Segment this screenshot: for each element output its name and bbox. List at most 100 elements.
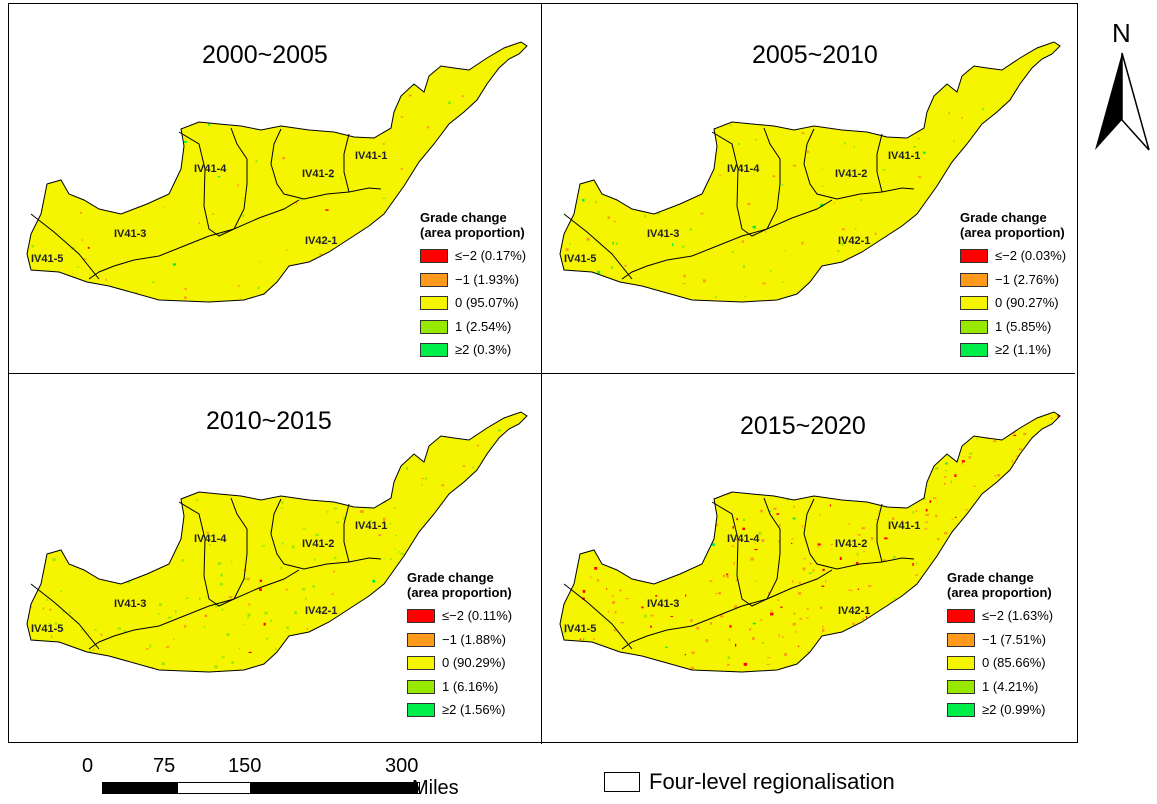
change-pixel (333, 570, 335, 573)
change-pixel (975, 207, 979, 209)
change-pixel (925, 454, 930, 458)
change-pixel (350, 659, 354, 662)
change-pixel (184, 296, 187, 299)
regionalisation-label: Four-level regionalisation (649, 769, 895, 794)
change-pixel (37, 49, 40, 52)
change-pixel (81, 629, 83, 632)
change-pixel (910, 90, 912, 93)
legend-item: 0 (95.07%) (420, 293, 560, 317)
change-pixel (107, 417, 110, 420)
change-pixel (615, 138, 618, 141)
change-pixel (1045, 442, 1049, 445)
change-pixel (880, 445, 883, 447)
change-pixel (821, 84, 825, 87)
change-pixel (259, 261, 261, 263)
region-label: IV41-4 (194, 163, 227, 175)
legend-item: 1 (6.16%) (407, 677, 547, 701)
change-pixel (255, 159, 258, 163)
change-pixel (124, 90, 126, 92)
change-pixel (906, 150, 908, 154)
change-pixel (565, 248, 569, 252)
legend-swatch (407, 703, 435, 717)
change-pixel (741, 240, 745, 243)
change-pixel (360, 510, 364, 513)
region-boundary (178, 497, 248, 607)
change-pixel (223, 468, 227, 471)
change-pixel (220, 573, 223, 577)
change-pixel (867, 640, 870, 644)
change-pixel (609, 487, 612, 491)
change-pixel (675, 545, 677, 548)
change-pixel (462, 465, 466, 467)
legend-subtitle: (area proportion) (407, 585, 512, 600)
change-pixel (132, 162, 135, 165)
change-pixel (909, 608, 911, 611)
change-pixel (971, 174, 973, 177)
change-pixel (518, 465, 521, 469)
change-pixel (944, 476, 947, 478)
region-label: IV42-1 (305, 235, 337, 247)
change-pixel (935, 514, 938, 518)
change-pixel (759, 619, 763, 621)
scale-tick-0: 0 (82, 755, 94, 777)
change-pixel (840, 242, 844, 246)
change-pixel (40, 479, 44, 481)
change-pixel (80, 211, 82, 214)
change-pixel (247, 613, 251, 617)
change-pixel (770, 612, 774, 616)
change-pixel (1050, 417, 1053, 419)
change-pixel (641, 507, 643, 509)
change-pixel (159, 496, 162, 498)
change-pixel (772, 477, 775, 481)
change-pixel (874, 232, 877, 235)
change-pixel (882, 169, 886, 171)
legend-swatch (960, 249, 988, 263)
change-pixel (331, 64, 334, 67)
change-pixel (820, 203, 824, 207)
change-pixel (915, 562, 918, 565)
change-pixel (923, 247, 927, 249)
change-pixel (822, 625, 824, 628)
change-pixel (626, 125, 630, 127)
change-pixel (693, 414, 695, 417)
change-pixel (877, 640, 881, 643)
change-pixel (735, 579, 738, 582)
scale-tick-150: 150 (228, 755, 262, 777)
change-pixel (654, 102, 658, 106)
change-pixel (729, 625, 732, 628)
region-boundary (563, 213, 633, 280)
change-pixel (613, 475, 615, 478)
change-pixel (77, 528, 80, 531)
change-pixel (462, 136, 466, 138)
region-label: IV41-1 (888, 520, 920, 532)
change-pixel (610, 461, 613, 464)
change-pixel (31, 245, 34, 248)
change-pixel (204, 614, 208, 618)
change-pixel (631, 446, 635, 449)
change-pixel (761, 641, 765, 644)
change-pixel (343, 516, 346, 520)
change-pixel (359, 133, 363, 135)
change-pixel (702, 279, 706, 283)
change-pixel (618, 494, 622, 497)
change-pixel (986, 186, 989, 188)
change-pixel (397, 551, 400, 553)
change-pixel (689, 525, 693, 528)
legend-title: Grade change (420, 210, 507, 225)
legend-swatch (947, 679, 975, 694)
region-boundary (270, 498, 382, 570)
change-pixel (960, 532, 963, 535)
change-pixel (408, 94, 412, 97)
legend-label: ≤−2 (0.03%) (995, 248, 1067, 263)
change-pixel (1018, 509, 1022, 512)
change-pixel (884, 631, 888, 635)
change-pixel (94, 192, 96, 196)
change-pixel (965, 509, 968, 511)
change-pixel (1035, 545, 1038, 548)
region-label: IV41-5 (31, 623, 63, 635)
change-pixel (837, 249, 840, 253)
change-pixel (617, 673, 620, 675)
change-pixel (514, 104, 516, 107)
change-pixel (306, 628, 309, 630)
change-pixel (467, 491, 470, 495)
